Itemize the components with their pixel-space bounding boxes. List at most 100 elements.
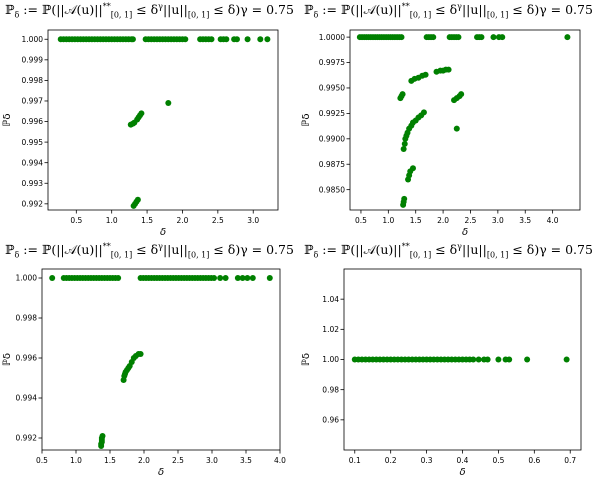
x-tick-label: 0.2	[385, 456, 397, 465]
x-tick-label: 2.5	[212, 216, 224, 225]
data-point	[401, 140, 408, 147]
x-tick-label: 0.5	[36, 456, 48, 465]
y-tick-label: 0.992	[22, 200, 44, 209]
y-axis-label: ℙδ	[301, 113, 312, 126]
chart-svg-2: 0.5 1.0 1.5 2.0 2.5 3.0 3.5 4.0 0.9850 0.9875 0.99…	[301, 29, 581, 238]
data-point	[244, 36, 251, 43]
y-tick-label: 0.996	[22, 117, 44, 126]
data-point	[211, 275, 218, 281]
y-tick-label: 0.994	[16, 394, 38, 403]
y-tick-label: 1.02	[322, 325, 339, 334]
x-tick-label: 1.0	[70, 456, 82, 465]
x-tick-label: 1.0	[382, 216, 394, 225]
y-tick-label: 1.000	[16, 274, 38, 283]
chart-title: ℙδ := ℙ(||𝒜(u)||**[0, 1] ≤ δγ||u||[0, 1]…	[304, 2, 593, 20]
x-tick-label: 2.5	[172, 456, 184, 465]
data-point	[420, 109, 427, 116]
plot-frame	[349, 29, 581, 211]
x-axis-label: δ	[462, 227, 468, 238]
x-tick-label: 0.6	[528, 456, 540, 465]
data-point	[129, 36, 136, 43]
y-tick-label: 0.999	[22, 56, 44, 65]
y-tick-label: 0.9875	[319, 160, 345, 169]
y-tick-label: 0.998	[16, 314, 38, 323]
data-point	[244, 275, 251, 281]
data-point	[233, 36, 240, 43]
data-point	[506, 356, 513, 363]
x-tick-label: 4.0	[274, 456, 286, 465]
x-tick-label: 2.5	[465, 216, 477, 225]
y-tick-label: 1.00	[322, 355, 339, 364]
data-point	[249, 275, 256, 281]
y-tick-label: 0.9900	[319, 135, 345, 144]
chart-panel-3: ℙδ := ℙ(||𝒜(u)||**[0, 1] ≤ δγ||u||[0, 1]…	[0, 240, 299, 479]
x-tick-label: 3.5	[519, 216, 531, 225]
chart-title: ℙδ := ℙ(||𝒜(u)||**[0, 1] ≤ δγ||u||[0, 1]…	[304, 242, 593, 260]
x-tick-label: 2.0	[176, 216, 188, 225]
y-tick-label: 0.9975	[319, 58, 345, 67]
x-tick-label: 3.0	[247, 216, 259, 225]
x-tick-label: 2.0	[437, 216, 449, 225]
x-tick-label: 3.0	[492, 216, 504, 225]
data-point	[398, 34, 405, 41]
y-tick-label: 0.997	[22, 97, 44, 106]
data-point	[222, 275, 229, 281]
data-point	[99, 433, 106, 439]
y-axis-label: ℙδ	[301, 353, 312, 366]
data-point	[239, 275, 246, 281]
data-point	[399, 91, 406, 98]
data-point	[453, 125, 460, 132]
x-axis-label: δ	[459, 467, 465, 478]
data-point	[401, 195, 408, 202]
chart-panel-2: ℙδ := ℙ(||𝒜(u)||**[0, 1] ≤ δγ||u||[0, 1]…	[299, 0, 598, 239]
y-tick-label: 1.000	[22, 35, 44, 44]
data-point	[478, 34, 485, 41]
plot-frame	[41, 268, 281, 451]
data-point	[49, 275, 56, 281]
data-point	[422, 71, 429, 78]
data-point	[445, 66, 452, 73]
y-tick-label: 0.998	[22, 76, 44, 85]
y-tick-label: 0.9850	[319, 185, 345, 194]
x-tick-label: 0.1	[349, 456, 361, 465]
data-point	[564, 34, 571, 41]
y-axis-label: ℙδ	[2, 113, 13, 126]
data-point	[484, 356, 491, 363]
data-point	[490, 34, 497, 41]
chart-title: ℙδ := ℙ(||𝒜(u)||**[0, 1] ≤ δγ||u||[0, 1]…	[5, 242, 294, 260]
y-tick-label: 0.9950	[319, 84, 345, 93]
x-axis-label: δ	[158, 467, 164, 478]
data-point	[458, 91, 465, 98]
data-point	[208, 36, 215, 43]
chart-svg-4: 0.1 0.2 0.3 0.4 0.5 0.6 0.7 0.96 0.98 1.00 1.02 1.0…	[301, 268, 582, 478]
data-point	[470, 356, 477, 363]
chart-title: ℙδ := ℙ(||𝒜(u)||**[0, 1] ≤ δγ||u||[0, 1]…	[5, 2, 294, 20]
x-tick-label: 0.3	[421, 456, 433, 465]
data-point	[223, 36, 230, 43]
x-tick-label: 0.7	[564, 456, 576, 465]
y-tick-label: 0.98	[322, 385, 339, 394]
data-point	[137, 351, 144, 357]
data-point	[455, 34, 462, 41]
data-point	[115, 275, 122, 281]
y-tick-label: 0.96	[322, 416, 339, 425]
x-tick-label: 3.5	[240, 456, 252, 465]
data-point	[182, 36, 189, 43]
x-axis-label: δ	[160, 227, 166, 238]
x-tick-label: 1.0	[106, 216, 118, 225]
y-tick-label: 1.04	[322, 295, 339, 304]
x-tick-label: 3.0	[206, 456, 218, 465]
data-point	[400, 145, 407, 152]
x-tick-label: 0.5	[355, 216, 367, 225]
data-point	[266, 275, 273, 281]
data-point	[257, 36, 264, 43]
data-point	[563, 356, 570, 363]
y-tick-label: 1.0000	[319, 33, 345, 42]
chart-svg-3: 0.5 1.0 1.5 2.0 2.5 3.0 3.5 4.0 0.992 0.994 0.996 0…	[2, 268, 286, 478]
data-point	[430, 34, 437, 41]
chart-svg-1: 0.5 1.0 1.5 2.0 2.5 3.0 0.992 0.993 0.994 0.995 0.…	[2, 29, 279, 238]
plot-frame	[47, 29, 279, 211]
chart-panel-1: ℙδ := ℙ(||𝒜(u)||**[0, 1] ≤ δγ||u||[0, 1]…	[0, 0, 299, 239]
data-point	[138, 110, 145, 117]
y-tick-label: 0.995	[22, 138, 44, 147]
